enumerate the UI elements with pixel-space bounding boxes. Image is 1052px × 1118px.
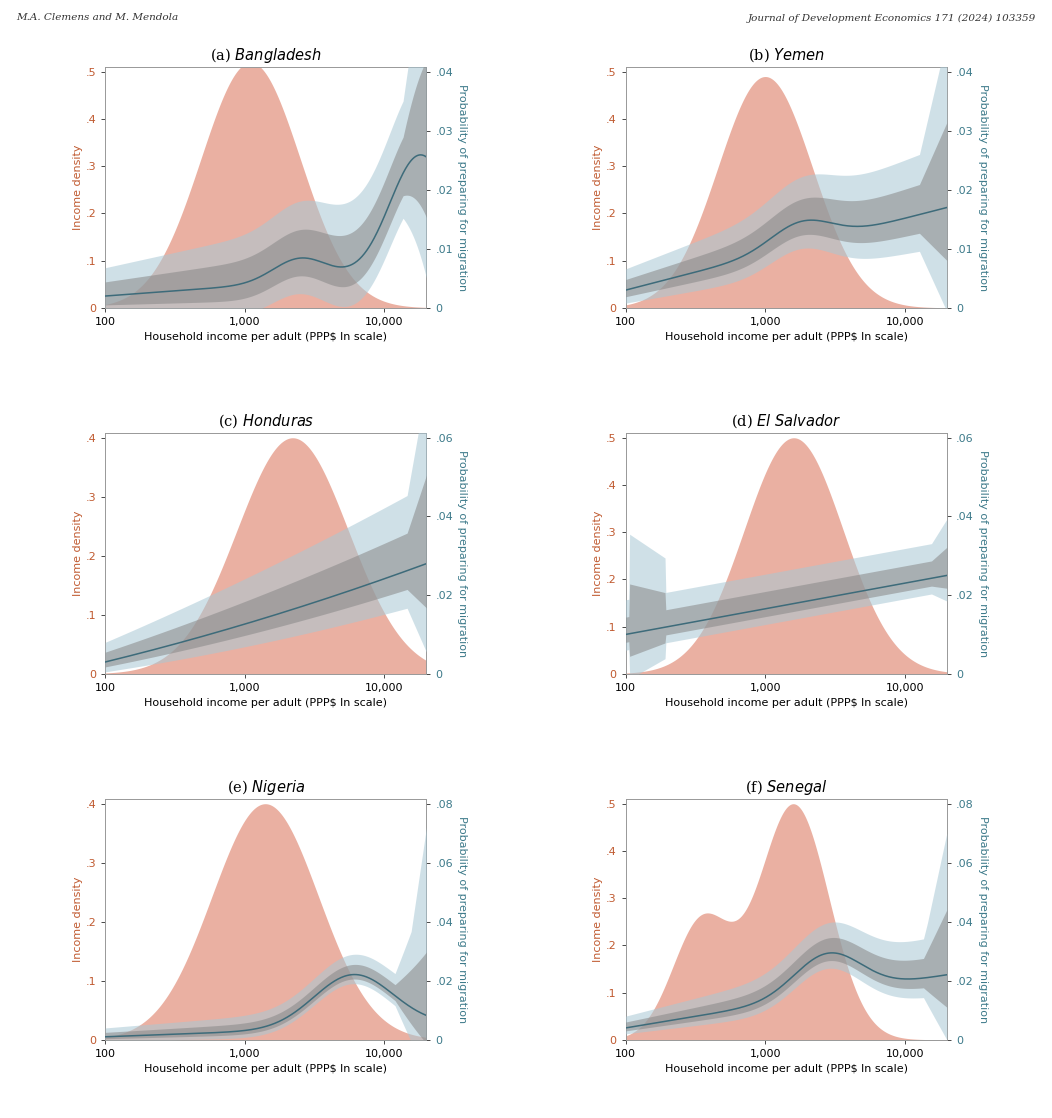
Text: M.A. Clemens and M. Mendola: M.A. Clemens and M. Mendola	[16, 13, 178, 22]
Title: (e) $\it{Nigeria}$: (e) $\it{Nigeria}$	[227, 778, 305, 797]
X-axis label: Household income per adult (PPP$ ln scale): Household income per adult (PPP$ ln scal…	[144, 1064, 387, 1074]
X-axis label: Household income per adult (PPP$ ln scale): Household income per adult (PPP$ ln scal…	[665, 699, 908, 709]
Title: (d) $\it{El\ Salvador}$: (d) $\it{El\ Salvador}$	[731, 413, 842, 430]
Y-axis label: Probability of preparing for migration: Probability of preparing for migration	[458, 449, 467, 657]
Y-axis label: Income density: Income density	[73, 144, 83, 230]
Y-axis label: Probability of preparing for migration: Probability of preparing for migration	[977, 816, 988, 1023]
Y-axis label: Probability of preparing for migration: Probability of preparing for migration	[977, 449, 988, 657]
Y-axis label: Income density: Income density	[73, 511, 83, 596]
Y-axis label: Income density: Income density	[593, 877, 603, 963]
Y-axis label: Probability of preparing for migration: Probability of preparing for migration	[977, 84, 988, 291]
X-axis label: Household income per adult (PPP$ ln scale): Household income per adult (PPP$ ln scal…	[665, 332, 908, 342]
X-axis label: Household income per adult (PPP$ ln scale): Household income per adult (PPP$ ln scal…	[144, 332, 387, 342]
Y-axis label: Probability of preparing for migration: Probability of preparing for migration	[458, 84, 467, 291]
Y-axis label: Income density: Income density	[73, 877, 83, 963]
Y-axis label: Income density: Income density	[593, 144, 603, 230]
X-axis label: Household income per adult (PPP$ ln scale): Household income per adult (PPP$ ln scal…	[665, 1064, 908, 1074]
Title: (c) $\it{Honduras}$: (c) $\it{Honduras}$	[218, 413, 313, 430]
Title: (b) $\it{Yemen}$: (b) $\it{Yemen}$	[748, 47, 825, 65]
Y-axis label: Income density: Income density	[593, 511, 603, 596]
Title: (a) $\it{Bangladesh}$: (a) $\it{Bangladesh}$	[210, 46, 322, 65]
Title: (f) $\it{Senegal}$: (f) $\it{Senegal}$	[745, 778, 827, 797]
X-axis label: Household income per adult (PPP$ ln scale): Household income per adult (PPP$ ln scal…	[144, 699, 387, 709]
Y-axis label: Probability of preparing for migration: Probability of preparing for migration	[458, 816, 467, 1023]
Text: Journal of Development Economics 171 (2024) 103359: Journal of Development Economics 171 (20…	[748, 13, 1036, 22]
